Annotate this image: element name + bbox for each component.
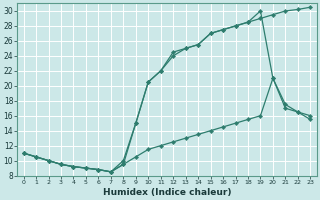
X-axis label: Humidex (Indice chaleur): Humidex (Indice chaleur) [103, 188, 231, 197]
